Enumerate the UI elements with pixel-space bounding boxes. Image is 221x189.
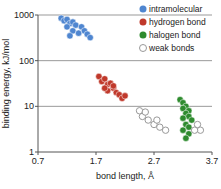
y-axis-label: binding energy, kJ/mol (1, 39, 11, 128)
grid-line (38, 15, 212, 16)
points (58, 15, 204, 141)
y-axis (38, 15, 39, 152)
tick-label: 0.7 (32, 156, 45, 166)
x-axis (38, 152, 212, 153)
legend-marker (140, 45, 147, 52)
point (75, 30, 81, 36)
point (180, 115, 186, 121)
chart: 11010010000.71.72.73.7bond length, Åbind… (0, 0, 221, 189)
point (142, 109, 148, 115)
point (154, 117, 160, 123)
point (110, 83, 116, 89)
point (102, 85, 108, 91)
point (122, 93, 128, 99)
legend-label: halogen bond (149, 30, 201, 40)
point (73, 22, 79, 28)
point (191, 127, 197, 133)
tick-label: 100 (19, 56, 34, 66)
point (180, 127, 186, 133)
legend: intramolecular hydrogen bond halogen bond w… (140, 4, 206, 53)
legend-marker (140, 6, 147, 13)
tick-label: 1000 (14, 10, 34, 20)
legend-label: intramolecular (149, 4, 203, 14)
grid-line (38, 60, 212, 61)
legend-marker (140, 19, 147, 26)
legend-label: weak bonds (148, 43, 194, 53)
x-axis-label: bond length, Å (96, 171, 154, 181)
tick-label: 1.7 (90, 156, 103, 166)
point (87, 34, 93, 40)
tick-label: 3.7 (206, 156, 219, 166)
tick-label: 2.7 (148, 156, 161, 166)
point (145, 117, 151, 123)
point (102, 76, 108, 82)
point (183, 135, 189, 141)
tick-label: 10 (24, 101, 34, 111)
point (64, 24, 70, 30)
point (189, 117, 195, 123)
point (67, 33, 73, 39)
legend-label: hydrogen bond (149, 17, 206, 27)
legend-marker (140, 32, 147, 39)
point (162, 127, 168, 133)
